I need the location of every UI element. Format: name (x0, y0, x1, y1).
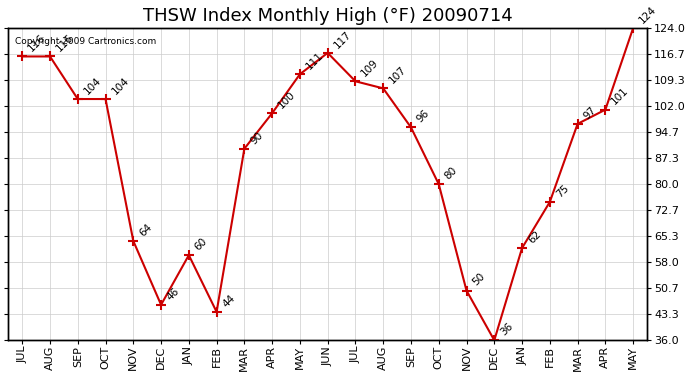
Point (155, 302, 166, 308)
Point (128, 238, 139, 244)
Point (433, 181, 444, 187)
Text: 44: 44 (221, 292, 237, 309)
Point (406, 124, 417, 130)
Text: 60: 60 (193, 236, 209, 252)
Point (489, 337, 500, 343)
Point (239, 146, 250, 152)
Point (44, 54, 55, 60)
Point (461, 288, 472, 294)
Point (322, 50, 333, 56)
Text: 104: 104 (110, 75, 130, 96)
Text: 96: 96 (415, 108, 431, 124)
Text: 111: 111 (304, 50, 325, 71)
Point (572, 121, 583, 127)
Title: THSW Index Monthly High (°F) 20090714: THSW Index Monthly High (°F) 20090714 (143, 7, 513, 25)
Text: 62: 62 (526, 229, 542, 245)
Point (295, 71, 306, 77)
Point (517, 245, 528, 251)
Text: 50: 50 (471, 272, 487, 288)
Point (17, 54, 28, 60)
Text: 36: 36 (498, 321, 515, 338)
Text: 107: 107 (387, 64, 408, 86)
Text: 75: 75 (554, 183, 571, 199)
Point (266, 110, 277, 116)
Text: Copyright 2009 Cartronics.com: Copyright 2009 Cartronics.com (14, 38, 156, 46)
Point (72, 96, 83, 102)
Text: 64: 64 (137, 222, 154, 238)
Point (600, 106, 611, 112)
Text: 101: 101 (609, 86, 631, 107)
Text: 124: 124 (638, 4, 658, 25)
Text: 109: 109 (359, 57, 381, 78)
Text: 46: 46 (165, 286, 181, 302)
Text: 100: 100 (276, 90, 297, 111)
Text: 90: 90 (248, 130, 265, 146)
Text: 116: 116 (26, 33, 48, 54)
Text: 104: 104 (82, 75, 103, 96)
Point (350, 78, 361, 84)
Point (628, 25, 639, 31)
Point (100, 96, 111, 102)
Text: 97: 97 (582, 105, 598, 121)
Text: 80: 80 (443, 165, 460, 182)
Text: 117: 117 (332, 29, 353, 50)
Text: 116: 116 (54, 33, 75, 54)
Point (377, 86, 388, 92)
Point (184, 252, 195, 258)
Point (211, 309, 222, 315)
Point (544, 199, 555, 205)
